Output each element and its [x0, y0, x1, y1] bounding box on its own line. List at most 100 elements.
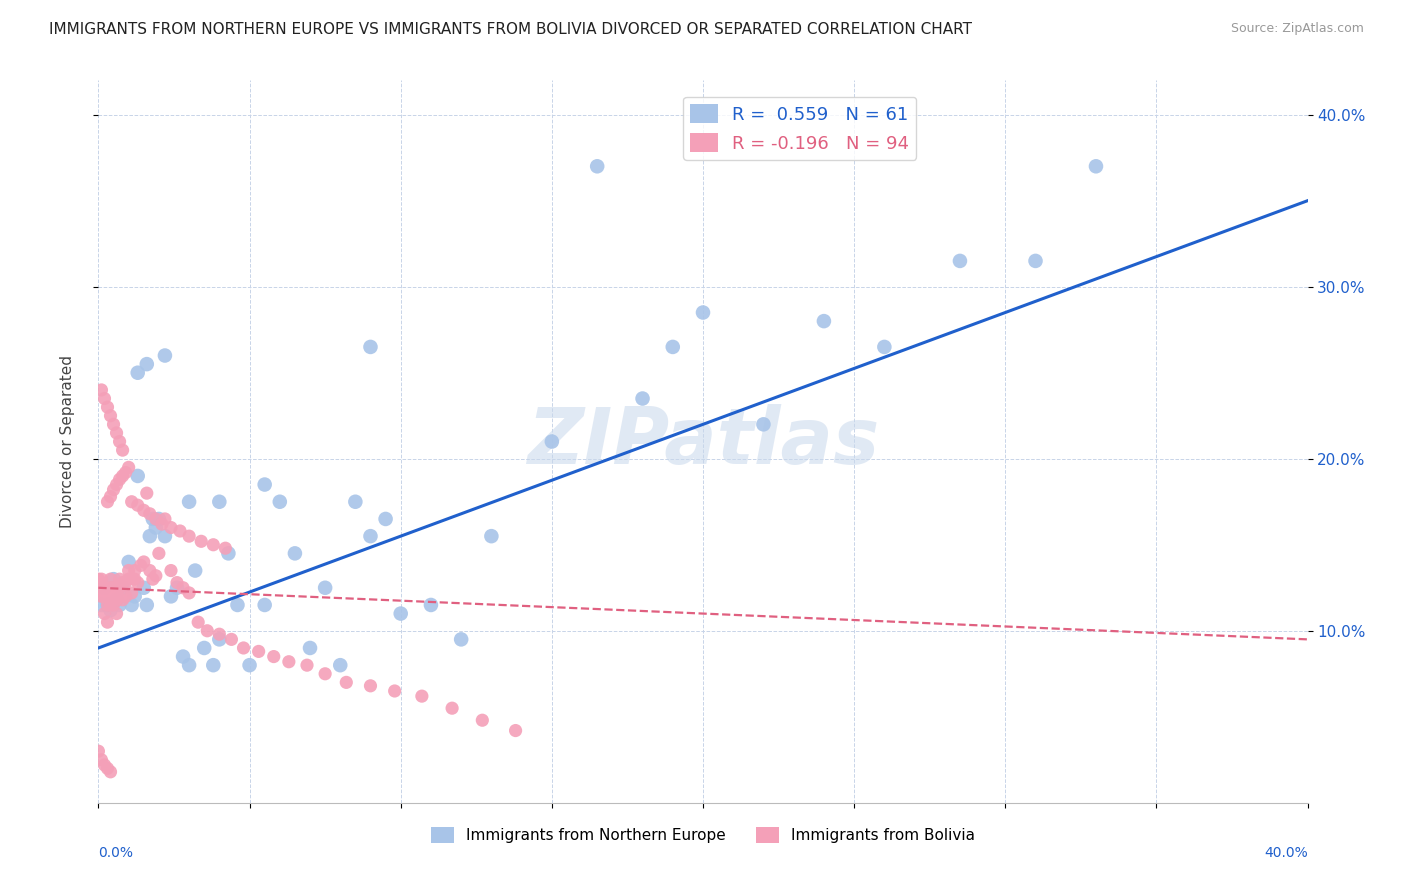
Point [127, 575, 149, 590]
Point [208, 627, 231, 641]
Point [103, 598, 125, 612]
Point [93, 392, 115, 406]
Point [226, 598, 249, 612]
Point [150, 517, 173, 532]
Point [100, 490, 122, 504]
Point [160, 590, 183, 604]
Point [253, 477, 276, 491]
Point [114, 466, 136, 480]
Point [179, 529, 201, 543]
Legend: R =  0.559   N = 61, R = -0.196   N = 94: R = 0.559 N = 61, R = -0.196 N = 94 [683, 96, 917, 160]
Point [153, 349, 176, 363]
Point [90, 590, 112, 604]
Point [87, 744, 110, 758]
Point [118, 572, 141, 586]
Point [166, 575, 188, 590]
Point [100, 598, 122, 612]
Point [93, 581, 115, 595]
Point [172, 581, 194, 595]
Point [118, 564, 141, 578]
Point [114, 590, 136, 604]
Point [692, 305, 714, 319]
Point [202, 658, 225, 673]
Point [118, 460, 141, 475]
Point [132, 555, 155, 569]
Point [360, 679, 382, 693]
Point [105, 425, 128, 440]
Point [299, 640, 322, 655]
Point [148, 512, 170, 526]
Point [96, 598, 118, 612]
Y-axis label: Divorced or Separated: Divorced or Separated [60, 355, 75, 528]
Point [752, 417, 775, 432]
Point [139, 529, 162, 543]
Point [193, 640, 215, 655]
Point [103, 581, 125, 595]
Point [100, 603, 122, 617]
Point [179, 658, 201, 673]
Point [217, 546, 239, 560]
Point [314, 581, 336, 595]
Point [139, 564, 162, 578]
Point [129, 558, 152, 573]
Point [124, 572, 146, 586]
Point [187, 615, 209, 630]
Point [295, 658, 318, 673]
Point [135, 598, 157, 612]
Point [239, 658, 262, 673]
Point [108, 434, 131, 449]
Point [90, 753, 112, 767]
Point [172, 649, 194, 664]
Point [450, 632, 472, 647]
Point [111, 469, 134, 483]
Point [208, 494, 231, 508]
Point [314, 666, 336, 681]
Point [100, 764, 122, 779]
Point [93, 590, 115, 604]
Point [661, 340, 683, 354]
Point [540, 434, 562, 449]
Point [1085, 159, 1108, 173]
Point [232, 640, 254, 655]
Point [160, 564, 183, 578]
Point [190, 534, 212, 549]
Point [111, 575, 134, 590]
Point [335, 675, 357, 690]
Point [166, 581, 188, 595]
Point [132, 503, 155, 517]
Point [360, 340, 382, 354]
Point [505, 723, 527, 738]
Point [360, 529, 382, 543]
Point [108, 572, 131, 586]
Text: ZIPatlas: ZIPatlas [527, 403, 879, 480]
Point [179, 586, 201, 600]
Point [93, 581, 115, 595]
Point [411, 689, 433, 703]
Point [169, 524, 191, 538]
Point [96, 761, 118, 775]
Point [105, 592, 128, 607]
Point [127, 366, 149, 380]
Point [127, 469, 149, 483]
Point [284, 546, 307, 560]
Point [105, 592, 128, 607]
Point [105, 607, 128, 621]
Point [344, 494, 367, 508]
Point [142, 512, 165, 526]
Point [100, 572, 122, 586]
Point [374, 512, 396, 526]
Point [221, 632, 243, 647]
Point [121, 494, 143, 508]
Point [142, 572, 165, 586]
Point [121, 598, 143, 612]
Point [208, 632, 231, 647]
Point [135, 357, 157, 371]
Text: 40.0%: 40.0% [1264, 846, 1308, 860]
Point [105, 477, 128, 491]
Point [108, 472, 131, 486]
Point [145, 512, 167, 526]
Point [145, 568, 167, 582]
Point [471, 713, 494, 727]
Point [145, 520, 167, 534]
Point [96, 590, 118, 604]
